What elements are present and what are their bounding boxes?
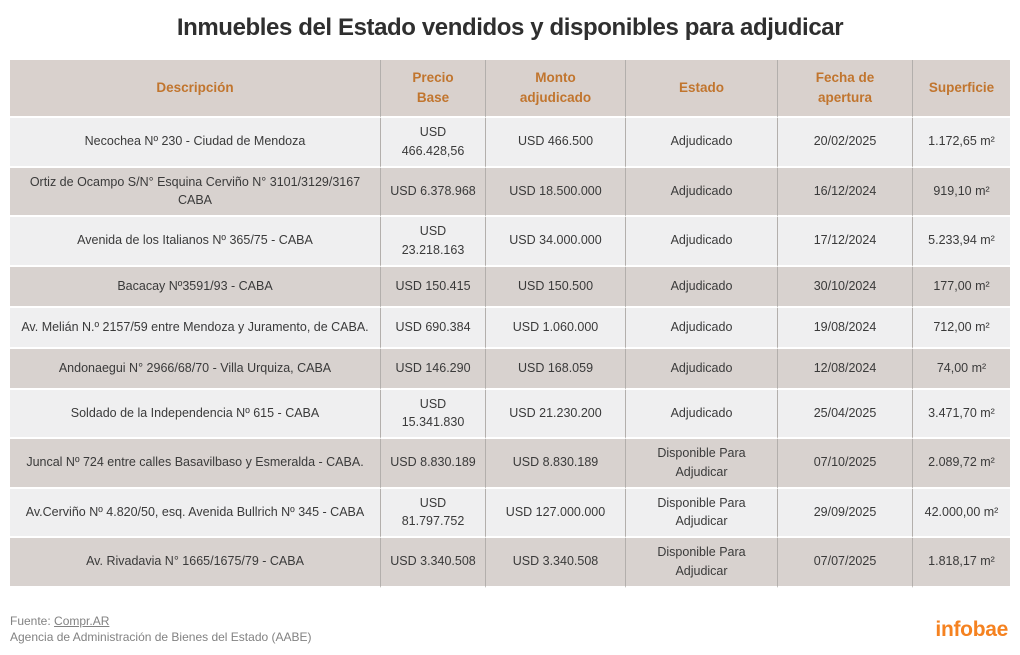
cell-descripcion: Andonaegui N° 2966/68/70 - Villa Urquiza… xyxy=(10,348,381,390)
cell-fecha-apertura: 20/02/2025 xyxy=(778,118,913,168)
table-row: Necochea Nº 230 - Ciudad de Mendoza USD 4… xyxy=(10,118,1010,168)
cell-monto-adjudicado: USD 18.500.000 xyxy=(486,167,626,217)
properties-table: Descripción Precio Base Monto adjudicado Es… xyxy=(10,60,1010,588)
column-header-4: Fecha de apertura xyxy=(778,60,913,118)
cell-monto-adjudicado: USD 150.500 xyxy=(486,266,626,308)
table-row: Ortiz de Ocampo S/N° Esquina Cerviño N° … xyxy=(10,167,1010,217)
cell-monto-adjudicado: USD 21.230.200 xyxy=(486,389,626,439)
cell-estado: Disponible Para Adjudicar xyxy=(626,538,778,588)
cell-fecha-apertura: 19/08/2024 xyxy=(778,307,913,349)
table-header-row: Descripción Precio Base Monto adjudicado Es… xyxy=(10,60,1010,118)
cell-superficie: 1.172,65 m² xyxy=(913,118,1010,168)
cell-estado: Adjudicado xyxy=(626,307,778,349)
cell-descripcion: Bacacay Nº3591/93 - CABA xyxy=(10,266,381,308)
cell-descripcion: Av.Cerviño Nº 4.820/50, esq. Avenida Bul… xyxy=(10,488,381,538)
cell-fecha-apertura: 25/04/2025 xyxy=(778,389,913,439)
cell-monto-adjudicado: USD 34.000.000 xyxy=(486,217,626,267)
cell-estado: Adjudicado xyxy=(626,266,778,308)
column-header-0: Descripción xyxy=(10,60,381,118)
cell-superficie: 919,10 m² xyxy=(913,167,1010,217)
cell-precio-base: USD 150.415 xyxy=(381,266,486,308)
cell-fecha-apertura: 07/10/2025 xyxy=(778,439,913,489)
table-row: Juncal Nº 724 entre calles Basavilbaso y… xyxy=(10,439,1010,489)
source-line: Fuente: Compr.AR xyxy=(10,614,312,629)
cell-superficie: 74,00 m² xyxy=(913,348,1010,390)
cell-estado: Adjudicado xyxy=(626,389,778,439)
cell-fecha-apertura: 17/12/2024 xyxy=(778,217,913,267)
agency-line: Agencia de Administración de Bienes del … xyxy=(10,629,312,644)
cell-superficie: 5.233,94 m² xyxy=(913,217,1010,267)
infobae-logo: infobae xyxy=(935,618,1008,641)
table-row: Andonaegui N° 2966/68/70 - Villa Urquiza… xyxy=(10,348,1010,390)
cell-descripcion: Necochea Nº 230 - Ciudad de Mendoza xyxy=(10,118,381,168)
cell-precio-base: USD 8.830.189 xyxy=(381,439,486,489)
table-row: Bacacay Nº3591/93 - CABA USD 150.415 USD 1… xyxy=(10,266,1010,308)
column-header-2: Monto adjudicado xyxy=(486,60,626,118)
cell-superficie: 1.818,17 m² xyxy=(913,538,1010,588)
table-row: Av. Melián N.º 2157/59 entre Mendoza y J… xyxy=(10,307,1010,349)
cell-superficie: 712,00 m² xyxy=(913,307,1010,349)
cell-estado: Adjudicado xyxy=(626,167,778,217)
cell-descripcion: Ortiz de Ocampo S/N° Esquina Cerviño N° … xyxy=(10,167,381,217)
cell-monto-adjudicado: USD 168.059 xyxy=(486,348,626,390)
cell-precio-base: USD 466.428,56 xyxy=(381,118,486,168)
cell-estado: Disponible Para Adjudicar xyxy=(626,488,778,538)
cell-superficie: 177,00 m² xyxy=(913,266,1010,308)
source-label: Fuente: xyxy=(10,614,55,629)
cell-descripcion: Av. Rivadavia N° 1665/1675/79 - CABA xyxy=(10,538,381,588)
cell-precio-base: USD 23.218.163 xyxy=(381,217,486,267)
cell-descripcion: Juncal Nº 724 entre calles Basavilbaso y… xyxy=(10,439,381,489)
cell-monto-adjudicado: USD 466.500 xyxy=(486,118,626,168)
source-link[interactable]: Compr.AR xyxy=(54,614,110,629)
cell-precio-base: USD 15.341.830 xyxy=(381,389,486,439)
cell-superficie: 3.471,70 m² xyxy=(913,389,1010,439)
cell-monto-adjudicado: USD 3.340.508 xyxy=(486,538,626,588)
column-header-5: Superficie xyxy=(913,60,1010,118)
cell-descripcion: Soldado de la Independencia Nº 615 - CAB… xyxy=(10,389,381,439)
properties-table-container: Descripción Precio Base Monto adjudicado Es… xyxy=(10,60,1010,588)
cell-fecha-apertura: 12/08/2024 xyxy=(778,348,913,390)
cell-estado: Disponible Para Adjudicar xyxy=(626,439,778,489)
cell-estado: Adjudicado xyxy=(626,118,778,168)
table-row: Soldado de la Independencia Nº 615 - CAB… xyxy=(10,389,1010,439)
page-title: Inmuebles del Estado vendidos y disponib… xyxy=(176,14,844,41)
cell-precio-base: USD 690.384 xyxy=(381,307,486,349)
cell-precio-base: USD 146.290 xyxy=(381,348,486,390)
cell-fecha-apertura: 16/12/2024 xyxy=(778,167,913,217)
table-row: Avenida de los Italianos Nº 365/75 - CAB… xyxy=(10,217,1010,267)
cell-precio-base: USD 3.340.508 xyxy=(381,538,486,588)
cell-fecha-apertura: 29/09/2025 xyxy=(778,488,913,538)
cell-descripcion: Avenida de los Italianos Nº 365/75 - CAB… xyxy=(10,217,381,267)
table-row: Av. Rivadavia N° 1665/1675/79 - CABA USD … xyxy=(10,538,1010,588)
cell-precio-base: USD 81.797.752 xyxy=(381,488,486,538)
cell-precio-base: USD 6.378.968 xyxy=(381,167,486,217)
cell-estado: Adjudicado xyxy=(626,217,778,267)
cell-descripcion: Av. Melián N.º 2157/59 entre Mendoza y J… xyxy=(10,307,381,349)
column-header-1: Precio Base xyxy=(381,60,486,118)
cell-estado: Adjudicado xyxy=(626,348,778,390)
cell-monto-adjudicado: USD 1.060.000 xyxy=(486,307,626,349)
cell-fecha-apertura: 07/07/2025 xyxy=(778,538,913,588)
footer: Fuente: Compr.AR Agencia de Administraci… xyxy=(10,614,312,645)
cell-superficie: 42.000,00 m² xyxy=(913,488,1010,538)
cell-superficie: 2.089,72 m² xyxy=(913,439,1010,489)
table-row: Av.Cerviño Nº 4.820/50, esq. Avenida Bul… xyxy=(10,488,1010,538)
cell-fecha-apertura: 30/10/2024 xyxy=(778,266,913,308)
cell-monto-adjudicado: USD 8.830.189 xyxy=(486,439,626,489)
column-header-3: Estado xyxy=(626,60,778,118)
cell-monto-adjudicado: USD 127.000.000 xyxy=(486,488,626,538)
